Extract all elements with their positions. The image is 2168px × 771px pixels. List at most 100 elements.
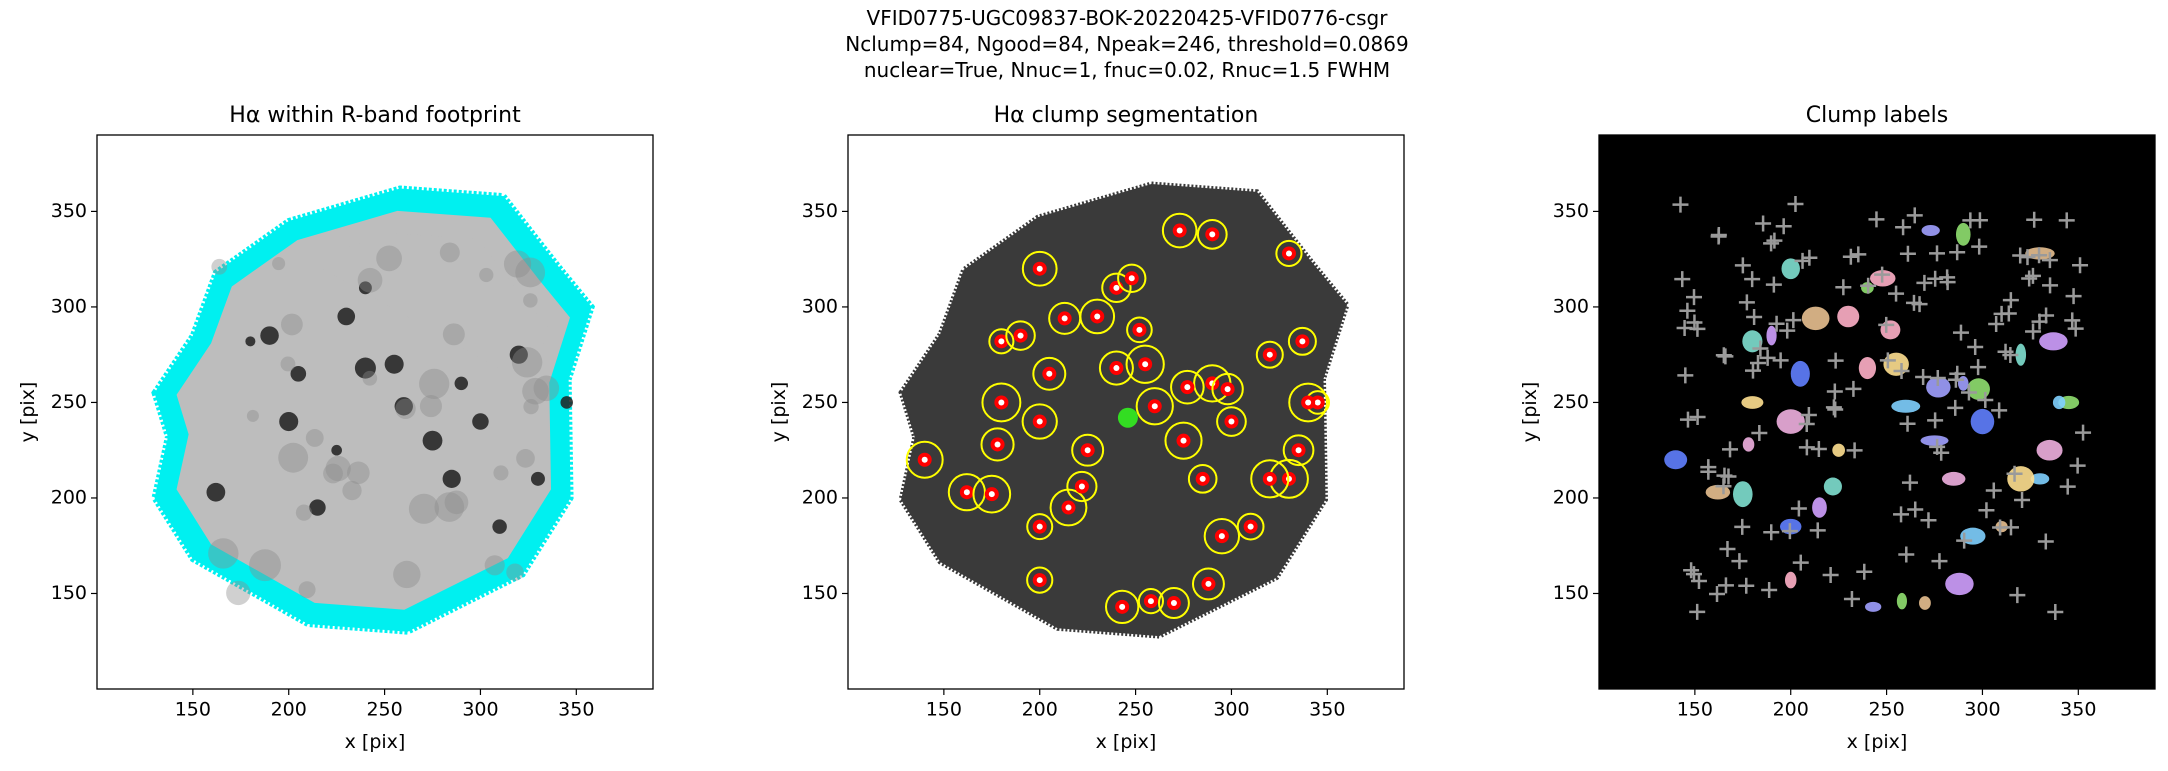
- clump-label: [1837, 305, 1860, 328]
- y-tick-label: 300: [51, 295, 87, 317]
- x-tick-label: 300: [1964, 699, 2000, 721]
- panel-title: Clump labels: [1806, 103, 1948, 128]
- clump-contour: [1005, 320, 1036, 351]
- clump-contour: [1101, 272, 1132, 304]
- peak-marker: [1970, 359, 1987, 376]
- peak-marker: [2047, 604, 2064, 621]
- peak-marker: [2014, 491, 2031, 508]
- x-tick-label: 350: [558, 699, 594, 721]
- peak-marker: [2072, 257, 2089, 274]
- peak-marker: [1846, 442, 1863, 459]
- clump-contour: [1187, 464, 1218, 494]
- peak: [1285, 250, 1292, 257]
- peak-marker: [2026, 211, 2043, 228]
- figure-title: Nclump=84, Ngood=84, Npeak=246, threshol…: [845, 32, 1408, 56]
- y-tick-label: 150: [1553, 582, 1589, 604]
- peak-marker: [1686, 314, 1703, 331]
- peak-marker: [1860, 277, 1877, 294]
- clump-blob: [384, 354, 404, 374]
- peak: [1036, 577, 1043, 584]
- peak-marker: [1761, 582, 1778, 599]
- peak-marker: [1759, 349, 1776, 366]
- peak-marker: [1738, 294, 1755, 311]
- peak-marker: [1978, 502, 1995, 519]
- clump-contour: [1157, 587, 1190, 620]
- x-tick-label: 150: [1677, 699, 1713, 721]
- diffuse: [419, 395, 443, 418]
- clump-label: [1970, 408, 1995, 435]
- peak: [1180, 437, 1187, 444]
- clump-contour: [1071, 433, 1105, 467]
- diffuse: [249, 549, 281, 582]
- clump-contour: [1275, 239, 1303, 268]
- peak-marker: [1991, 402, 2008, 419]
- peak-marker: [1898, 546, 1915, 563]
- peak-marker: [1716, 467, 1733, 484]
- peak-marker: [1689, 603, 1706, 620]
- peak-marker: [1905, 294, 1922, 311]
- peak-marker: [1929, 438, 1946, 455]
- clump-label: [1955, 222, 1971, 246]
- peak-marker: [1722, 441, 1739, 458]
- peak-marker: [2038, 307, 2055, 324]
- peak-marker: [1751, 424, 1768, 441]
- diffuse: [522, 377, 549, 405]
- clump-label: [1741, 396, 1764, 409]
- clump-contour: [1026, 513, 1054, 541]
- clump-blob: [454, 376, 469, 391]
- peak-marker: [1686, 289, 1702, 306]
- peak: [1295, 447, 1302, 454]
- peak-marker: [2064, 312, 2081, 329]
- peak-marker: [1781, 523, 1798, 540]
- peak-marker: [1746, 308, 1763, 325]
- peak: [1218, 533, 1225, 540]
- peak-marker: [1719, 540, 1736, 557]
- peak-marker: [1962, 212, 1979, 229]
- peak-marker: [1893, 363, 1910, 380]
- peak-marker: [1700, 459, 1717, 476]
- peak-marker: [1888, 285, 1905, 302]
- peak-marker: [2041, 252, 2058, 269]
- clump-contour: [1032, 356, 1067, 391]
- peak-marker: [1689, 409, 1706, 426]
- peak-marker: [2021, 270, 2038, 287]
- clump-label: [1858, 357, 1877, 380]
- diffuse: [376, 245, 402, 272]
- x-tick-label: 200: [1022, 699, 1058, 721]
- peak: [1247, 523, 1254, 530]
- x-tick-label: 150: [175, 699, 211, 721]
- diffuse: [272, 257, 286, 271]
- clump-blob: [530, 471, 545, 486]
- x-tick-label: 250: [366, 699, 402, 721]
- clump-contour: [1026, 566, 1054, 594]
- peak-marker: [1809, 522, 1826, 539]
- clump-contour: [1250, 459, 1290, 499]
- peak: [1078, 483, 1085, 490]
- clump-label: [1742, 330, 1763, 353]
- peak-marker: [1939, 269, 1956, 286]
- peak-marker: [1929, 245, 1946, 262]
- clump-label: [1766, 325, 1777, 346]
- peak-marker: [2002, 292, 2019, 309]
- clump-contour: [1287, 326, 1317, 356]
- peak: [1142, 361, 1149, 368]
- clump-label: [1742, 437, 1755, 452]
- peak-marker: [1977, 391, 1994, 408]
- nucleus: [1117, 407, 1138, 428]
- peak: [1113, 365, 1120, 372]
- diffuse: [515, 257, 546, 288]
- peak: [1266, 475, 1273, 482]
- peak-marker: [1790, 500, 1807, 517]
- y-tick-label: 250: [51, 391, 87, 413]
- peak: [1036, 265, 1043, 272]
- y-tick-label: 150: [802, 582, 838, 604]
- peak-marker: [2000, 305, 2017, 322]
- y-tick-label: 350: [802, 200, 838, 222]
- x-tick-label: 350: [2060, 699, 2096, 721]
- peak-marker: [1916, 274, 1933, 291]
- peak: [1205, 580, 1212, 587]
- peak: [998, 399, 1005, 406]
- clump-blob: [279, 412, 299, 432]
- axes-frame: [96, 134, 654, 690]
